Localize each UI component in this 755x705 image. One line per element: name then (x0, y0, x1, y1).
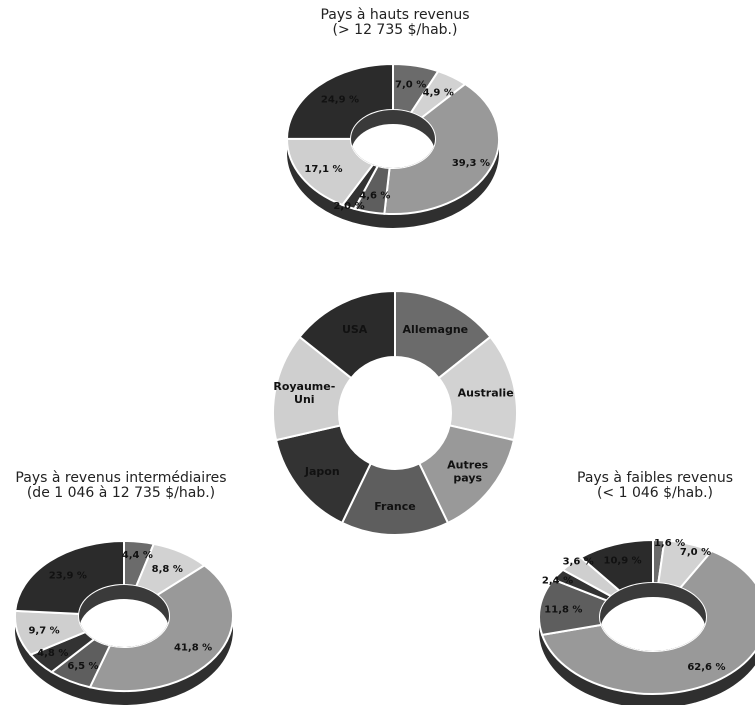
legend-label: Royaume- (273, 380, 335, 393)
slice-value-label: 2,4 % (542, 575, 573, 586)
slice-value-label: 7,0 % (680, 547, 711, 558)
legend-label: Australie (458, 386, 514, 399)
slice-value-label: 23,9 % (49, 571, 87, 582)
chart-title-line: Pays à faibles revenus (577, 470, 733, 486)
slice-value-label: 2,0 % (333, 201, 364, 212)
slice-value-label: 4,4 % (122, 550, 153, 561)
slice-value-label: 17,1 % (304, 164, 342, 175)
slice-value-label: 7,0 % (395, 79, 426, 90)
slice-value-label: 3,6 % (563, 556, 594, 567)
chart-title-line: (de 1 046 à 12 735 $/hab.) (27, 485, 215, 501)
slice-value-label: 41,8 % (174, 643, 212, 654)
slice-value-label: 4,6 % (359, 191, 390, 202)
legend-label: Allemagne (403, 323, 469, 336)
legend-label: Uni (294, 393, 315, 406)
chart-title-line: Pays à revenus intermédiaires (15, 470, 226, 486)
legend-label: pays (453, 471, 482, 484)
chart-title-line: Pays à hauts revenus (320, 7, 469, 23)
chart-title-line: (< 1 046 $/hab.) (597, 485, 713, 501)
slice-value-label: 4,8 % (37, 648, 68, 659)
slice-value-label: 4,9 % (423, 88, 454, 99)
legend-label: Autres (447, 458, 488, 471)
slice-value-label: 39,3 % (452, 158, 490, 169)
slice-value-label: 24,9 % (321, 95, 359, 106)
slice-value-label: 62,6 % (687, 662, 725, 673)
slice-value-label: 10,9 % (604, 556, 642, 567)
slice-value-label: 8,8 % (152, 564, 183, 575)
slice-value-label: 9,7 % (28, 625, 59, 636)
chart-high-income: Pays à hauts revenus(> 12 735 $/hab.) 7,0… (285, 7, 500, 228)
slice-value-label: 1,6 % (654, 538, 685, 549)
chart-low-income: Pays à faibles revenus(< 1 046 $/hab.) 1,… (538, 470, 755, 705)
slice-value-label: 6,5 % (67, 661, 98, 672)
chart-middle-income: Pays à revenus intermédiaires(de 1 046 à… (14, 470, 234, 705)
legend-label: USA (342, 323, 368, 336)
legend-label: Japon (304, 465, 340, 478)
slice-value-label: 11,8 % (544, 605, 582, 616)
chart-title-line: (> 12 735 $/hab.) (333, 22, 458, 38)
legend-slice-usa (298, 289, 396, 380)
legend-label: France (374, 500, 415, 513)
